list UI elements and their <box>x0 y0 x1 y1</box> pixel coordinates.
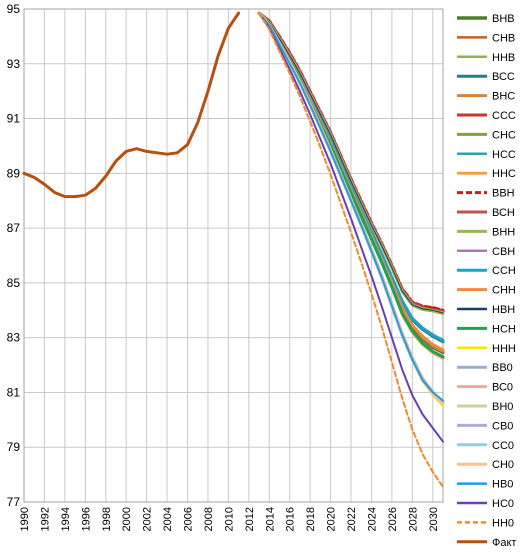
y-axis-ticks: 77 79 81 83 85 87 89 91 93 95 <box>7 2 21 509</box>
legend-label: ВСС <box>492 71 515 83</box>
y-tick-label: 85 <box>7 276 21 290</box>
legend-label: НС0 <box>492 498 514 510</box>
legend-label: СНС <box>492 129 516 141</box>
legend-label: ВВН <box>492 188 515 200</box>
legend-label: ННВ <box>492 52 515 64</box>
y-tick-label: 89 <box>7 166 21 180</box>
legend-label: Факт <box>492 537 516 547</box>
x-tick-label: 2012 <box>244 507 256 531</box>
x-tick-label: 2010 <box>223 507 235 531</box>
x-tick-label: 2018 <box>305 507 317 531</box>
x-tick-label: 1992 <box>39 507 51 531</box>
series-line-27 <box>258 12 444 488</box>
legend-label: ССС <box>492 110 516 122</box>
legend-label: ВНН <box>492 226 515 238</box>
gridlines <box>23 8 444 503</box>
y-tick-label: 91 <box>7 112 21 126</box>
y-tick-label: 81 <box>7 385 21 399</box>
x-tick-label: 2028 <box>407 507 419 531</box>
series-line-16 <box>258 12 444 314</box>
x-tick-label: 1998 <box>101 507 113 531</box>
x-tick-label: 2002 <box>142 507 154 531</box>
y-tick-label: 77 <box>7 495 21 509</box>
y-tick-label: 79 <box>7 440 21 454</box>
x-tick-label: 2022 <box>346 507 358 531</box>
plot-area-border <box>23 8 444 503</box>
x-tick-label: 2000 <box>121 507 133 531</box>
legend-label: ВНВ <box>492 13 515 25</box>
legend-label: СНВ <box>492 32 515 44</box>
legend-label: НСН <box>492 323 516 335</box>
legend-label: ННН <box>492 343 516 355</box>
legend-label: НВ0 <box>492 479 513 491</box>
legend: ВНВ СНВ ННВ ВСС ВНС ССС СНС НСС ННС ВВН ВСН ВНН СВН С… <box>457 13 516 549</box>
legend-label: ННС <box>492 168 516 180</box>
x-tick-label: 2030 <box>428 507 440 531</box>
legend-label: СВН <box>492 246 515 258</box>
legend-label: НН0 <box>492 517 514 529</box>
x-tick-label: 2008 <box>203 507 215 531</box>
x-tick-label: 2024 <box>366 507 378 531</box>
legend-label: ВС0 <box>492 382 513 394</box>
legend-label: НСС <box>492 149 516 161</box>
x-tick-label: 2004 <box>162 507 174 531</box>
y-tick-label: 83 <box>7 331 21 345</box>
series-line-25 <box>258 12 444 402</box>
plot-lines <box>22 11 445 488</box>
legend-label: ВВ0 <box>492 362 513 374</box>
x-tick-label: 2026 <box>387 507 399 531</box>
x-tick-label: 1990 <box>19 507 31 531</box>
y-tick-label: 93 <box>7 57 21 71</box>
legend-label: ВНС <box>492 91 515 103</box>
legend-label: СН0 <box>492 459 514 471</box>
x-tick-label: 1996 <box>80 507 92 531</box>
x-axis-ticks: 1990 1992 1994 1996 1998 2000 2002 2004 2006 2008… <box>19 507 440 531</box>
legend-label: СНН <box>492 285 516 297</box>
legend-label: ССН <box>492 265 516 277</box>
x-tick-label: 2014 <box>264 507 276 531</box>
series-line-fact <box>22 11 241 199</box>
legend-label: НВН <box>492 304 515 316</box>
legend-label: СС0 <box>492 440 514 452</box>
y-tick-label: 87 <box>7 221 21 235</box>
legend-label: ВСН <box>492 207 515 219</box>
legend-label: ВН0 <box>492 401 513 413</box>
series-line-26 <box>258 12 444 443</box>
x-tick-label: 2006 <box>183 507 195 531</box>
y-tick-label: 95 <box>7 2 21 16</box>
x-tick-label: 2016 <box>285 507 297 531</box>
x-tick-label: 1994 <box>60 507 72 531</box>
legend-label: СВ0 <box>492 420 513 432</box>
x-tick-label: 2020 <box>326 507 338 531</box>
